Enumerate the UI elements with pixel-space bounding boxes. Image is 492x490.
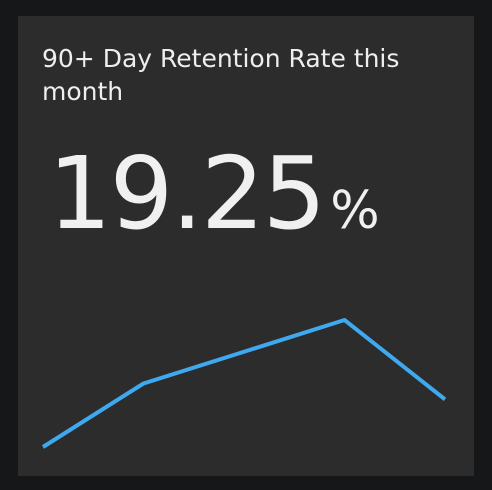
kpi-unit: % <box>330 181 380 241</box>
sparkline-layer <box>41 318 447 449</box>
retention-kpi-card: 90+ Day Retention Rate this month 19.25% <box>18 16 474 476</box>
kpi-value: 19.25 <box>48 135 326 252</box>
kpi-readout: 19.25% <box>48 134 380 254</box>
card-title: 90+ Day Retention Rate this month <box>42 44 400 106</box>
sparkline-chart <box>41 318 447 449</box>
sparkline-series-line <box>41 318 447 449</box>
